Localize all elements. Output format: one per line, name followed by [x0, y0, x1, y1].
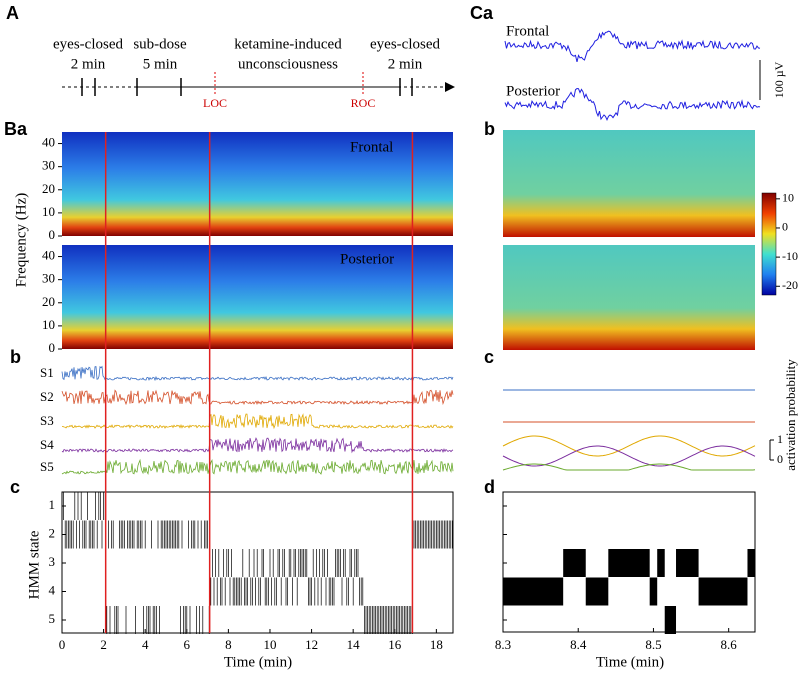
marker: ROC — [351, 96, 376, 110]
ticks — [81, 78, 413, 96]
y-tick-label: 0 — [49, 340, 56, 355]
spectrogram-title: Frontal — [350, 139, 393, 155]
segment-label: 5 min — [143, 56, 178, 72]
state-label: S1 — [40, 365, 54, 380]
state-block — [664, 606, 677, 634]
colorbar-tick-label: -20 — [782, 278, 798, 292]
x-tick-label: 8 — [225, 637, 232, 652]
tick-label: 0 — [777, 452, 783, 466]
panel-label: d — [484, 477, 495, 497]
colorbar-tick-label: -10 — [782, 249, 798, 263]
x-tick-label: 8.5 — [645, 637, 661, 652]
panel-label: b — [484, 119, 495, 139]
spectrogram-title: Posterior — [340, 251, 394, 267]
state-block — [676, 549, 699, 577]
segment-label: ketamine-induced — [234, 36, 342, 52]
state-block — [503, 577, 564, 606]
state-block — [585, 577, 609, 606]
segment-label: unconsciousness — [238, 56, 338, 72]
colorbar-tick-label: 10 — [782, 191, 794, 205]
colorbar — [761, 192, 777, 296]
state-trace — [502, 463, 756, 471]
y-tick-label: 5 — [49, 611, 56, 626]
segment-label: eyes-closed — [370, 36, 440, 52]
x-tick-label: 14 — [347, 637, 361, 652]
x-tick-label: 8.3 — [495, 637, 511, 652]
state-block — [698, 577, 748, 606]
state-trace — [61, 437, 454, 454]
segment-label: sub-dose — [133, 36, 187, 52]
x-tick-label: 10 — [263, 637, 276, 652]
state-block — [747, 549, 755, 577]
state-trace — [61, 389, 454, 406]
state-trace — [502, 435, 756, 457]
y-axis-label: HMM state — [26, 530, 42, 599]
heatmap — [503, 130, 755, 237]
y-tick-label: 4 — [49, 582, 56, 597]
y-tick-label: 3 — [49, 554, 56, 569]
eeg-trace — [504, 87, 761, 122]
segment-label: 2 min — [71, 56, 106, 72]
scale-label: 100 µV — [772, 61, 786, 98]
state-trace — [61, 458, 454, 475]
segment-label: eyes-closed — [53, 36, 123, 52]
colorbar-tick-label: 0 — [782, 220, 788, 234]
y-tick-label: 30 — [42, 271, 55, 286]
x-tick-label: 18 — [430, 637, 443, 652]
panel-label: Ca — [470, 3, 494, 23]
heatmap — [503, 245, 755, 350]
spectrogram — [62, 245, 453, 349]
state-label: S2 — [40, 389, 54, 404]
x-tick-label: 8.4 — [570, 637, 587, 652]
state-label: S4 — [40, 437, 54, 452]
x-tick-label: 12 — [305, 637, 318, 652]
state-block — [608, 549, 650, 577]
state-block — [649, 577, 658, 606]
state-label: S5 — [40, 459, 54, 474]
axis-label: activation probability — [783, 359, 798, 471]
x-axis-label: Time (min) — [596, 654, 664, 670]
panel-label: c — [484, 347, 494, 367]
y-tick-label: 20 — [42, 294, 55, 309]
y-tick-label: 10 — [42, 317, 55, 332]
y-tick-label: 40 — [42, 248, 55, 263]
y-tick-label: 2 — [49, 525, 56, 540]
y-tick-label: 30 — [42, 158, 55, 173]
arrow — [445, 82, 455, 92]
spectrogram — [62, 132, 453, 236]
channel-label: Frontal — [506, 23, 549, 39]
panel-label: b — [10, 347, 21, 367]
state-trace — [61, 365, 454, 382]
x-tick-label: 6 — [184, 637, 191, 652]
state-trace — [61, 413, 454, 430]
x-tick-label: 0 — [59, 637, 66, 652]
tick-label: 1 — [777, 432, 783, 446]
panel-label: c — [10, 477, 20, 497]
y-tick-label: 1 — [49, 497, 56, 512]
y-tick-label: 40 — [42, 135, 55, 150]
panel-label: Ba — [4, 119, 28, 139]
state-block — [657, 549, 665, 577]
event-line — [214, 72, 364, 96]
marker: LOC — [203, 96, 227, 110]
x-tick-label: 8.6 — [721, 637, 738, 652]
x-axis-label: Time (min) — [224, 654, 292, 670]
state-block — [563, 549, 586, 577]
y-axis-label: Frequency (Hz) — [13, 193, 29, 288]
y-tick-label: 10 — [42, 204, 55, 219]
y-tick-label: 0 — [49, 227, 56, 242]
state-label: S3 — [40, 413, 54, 428]
x-tick-label: 16 — [388, 637, 402, 652]
channel-label: Posterior — [506, 83, 560, 99]
segment-label: 2 min — [388, 56, 423, 72]
x-tick-label: 4 — [142, 637, 149, 652]
y-tick-label: 20 — [42, 181, 55, 196]
x-tick-label: 2 — [100, 637, 107, 652]
panel-label: A — [6, 3, 19, 23]
eeg-trace — [504, 30, 761, 63]
